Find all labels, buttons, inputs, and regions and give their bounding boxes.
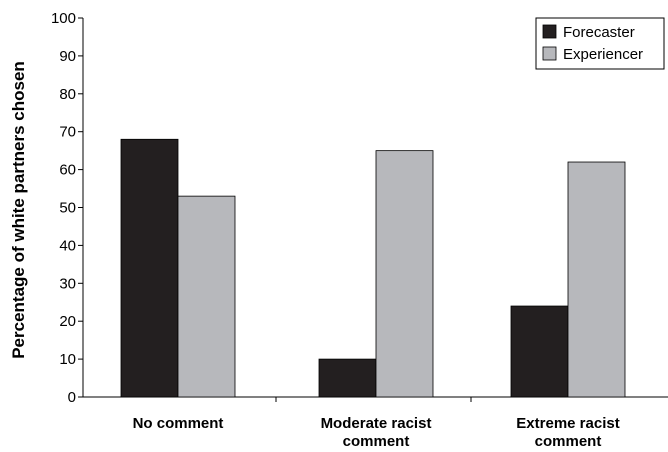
legend-label-experiencer: Experiencer <box>563 46 643 63</box>
y-tick-label: 80 <box>59 86 76 103</box>
x-category-label: No comment <box>133 415 224 432</box>
y-tick-label: 10 <box>59 351 76 368</box>
x-category-label: comment <box>343 433 410 450</box>
y-axis-ticks: 0 10 20 30 40 50 60 70 80 90 100 <box>51 10 83 406</box>
bars <box>120 138 626 398</box>
x-category-label: Extreme racist <box>516 415 619 432</box>
legend-swatch-forecaster <box>542 24 557 39</box>
y-tick-label: 70 <box>59 124 76 141</box>
bar-experiencer-2 <box>375 150 434 398</box>
y-tick-label: 60 <box>59 162 76 179</box>
bar-experiencer-3 <box>567 161 626 398</box>
bar-experiencer-1 <box>177 195 236 398</box>
y-tick-label: 20 <box>59 313 76 330</box>
y-tick-label: 100 <box>51 10 76 27</box>
y-tick-label: 90 <box>59 48 76 65</box>
x-axis-categories: No comment Moderate racistcommentExtreme … <box>133 415 620 450</box>
x-category-label: comment <box>535 433 602 450</box>
bar-forecaster-1 <box>120 138 179 398</box>
y-tick-label: 50 <box>59 200 76 217</box>
x-category-label: Moderate racist <box>321 415 432 432</box>
legend-swatch-experiencer <box>542 46 557 61</box>
legend-label-forecaster: Forecaster <box>563 24 635 41</box>
y-axis-label: Percentage of white partners chosen <box>9 61 28 359</box>
y-tick-label: 0 <box>68 389 76 406</box>
bar-forecaster-3 <box>510 305 569 398</box>
legend-box <box>535 17 665 70</box>
y-tick-label: 40 <box>59 237 76 254</box>
y-tick-label: 30 <box>59 275 76 292</box>
bar-forecaster-2 <box>318 358 377 398</box>
legend: Forecaster Experiencer <box>535 17 665 70</box>
